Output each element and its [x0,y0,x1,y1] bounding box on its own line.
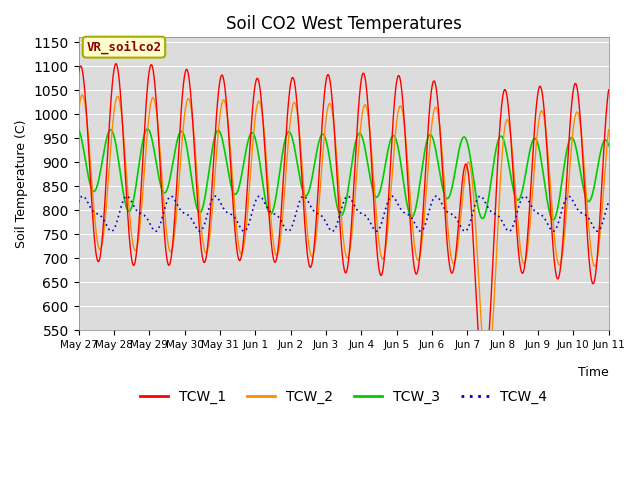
TCW_2 [135,231,143,237]
Legend: TCW_1, TCW_2, TCW_3, TCW_4: TCW_1, TCW_2, TCW_3, TCW_4 [135,384,552,409]
TCW_2 [605,127,612,132]
Line: TCW_4: TCW_4 [79,196,609,231]
TCW_1 [605,87,612,93]
TCW_3 [595,159,602,165]
TCW_3 [605,143,612,148]
TCW_3 [135,162,143,168]
TCW_3 [75,126,83,132]
TCW_2 [538,108,545,114]
Y-axis label: Soil Temperature (C): Soil Temperature (C) [15,120,28,248]
TCW_1 [75,70,83,75]
TCW_3 [143,126,151,132]
TCW_4 [538,212,545,218]
Line: TCW_1: TCW_1 [79,64,609,378]
Text: VR_soilco2: VR_soilco2 [86,40,161,54]
TCW_4 [605,199,612,205]
TCW_4 [595,228,602,234]
TCW_2 [595,247,602,252]
TCW_2 [167,249,175,255]
TCW_1 [278,197,286,203]
TCW_4 [417,228,424,234]
TCW_4 [166,193,174,199]
TCW_1 [135,218,143,224]
Title: Soil CO2 West Temperatures: Soil CO2 West Temperatures [226,15,461,33]
TCW_4 [388,193,396,199]
TCW_1 [538,86,545,92]
TCW_2 [78,92,86,98]
TCW_4 [301,194,308,200]
TCW_3 [167,172,175,178]
Text: Time: Time [578,366,609,379]
Line: TCW_3: TCW_3 [79,129,609,220]
TCW_2 [483,369,491,374]
TCW_3 [549,217,557,223]
TCW_4 [135,210,143,216]
TCW_2 [75,109,83,115]
TCW_2 [301,201,308,206]
TCW_3 [301,192,308,198]
TCW_1 [167,258,175,264]
TCW_4 [75,199,83,205]
TCW_1 [595,237,602,242]
TCW_1 [301,224,308,229]
TCW_3 [278,154,286,159]
TCW_2 [278,221,286,227]
TCW_1 [480,375,488,381]
TCW_1 [112,61,120,67]
TCW_4 [278,219,285,225]
Line: TCW_2: TCW_2 [79,95,609,372]
TCW_3 [538,158,545,164]
